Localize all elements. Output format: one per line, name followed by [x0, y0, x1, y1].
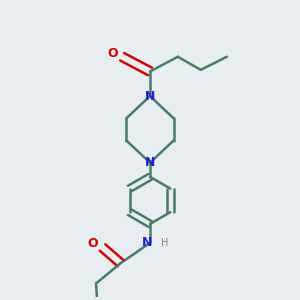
- Text: N: N: [145, 156, 155, 169]
- Text: N: N: [145, 89, 155, 103]
- Text: H: H: [161, 238, 168, 248]
- Text: O: O: [108, 47, 118, 60]
- Text: O: O: [87, 237, 98, 250]
- Text: N: N: [142, 236, 152, 249]
